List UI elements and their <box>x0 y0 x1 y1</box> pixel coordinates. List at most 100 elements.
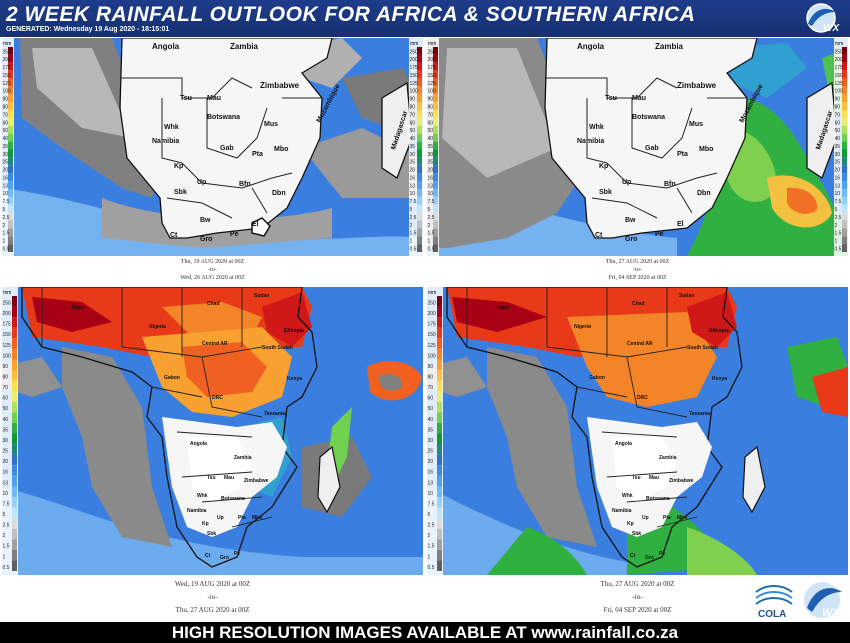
legend-swatch <box>8 117 13 126</box>
legend-level-label: 200 <box>3 57 12 63</box>
svg-text:Kenya: Kenya <box>712 376 727 382</box>
legend-swatch <box>433 181 438 189</box>
svg-text:Mau: Mau <box>224 475 234 481</box>
legend-swatch <box>437 317 442 328</box>
legend-swatch <box>842 78 847 87</box>
legend-swatch <box>8 133 13 142</box>
legend-level-label: 13 <box>3 183 9 189</box>
legend-swatch <box>433 196 438 205</box>
legend-swatch <box>437 486 442 497</box>
legend-swatch <box>417 157 422 166</box>
legend-swatch <box>8 110 13 118</box>
svg-text:Botswana: Botswana <box>646 496 670 502</box>
legend-level-label: 35 <box>410 144 416 150</box>
legend-swatch <box>437 348 442 360</box>
legend-level-label: 0.5 <box>410 246 417 252</box>
legend-swatch <box>842 117 847 126</box>
svg-text:Mau: Mau <box>207 95 221 102</box>
svg-text:Zimbabwe: Zimbabwe <box>669 478 694 484</box>
legend-swatch <box>8 54 13 63</box>
legend-swatch <box>437 539 442 550</box>
svg-text:Ethiopia: Ethiopia <box>709 328 729 334</box>
legend-swatch <box>417 117 422 126</box>
legend-swatch <box>433 244 438 252</box>
legend-unit: mm <box>835 41 843 47</box>
legend-swatch <box>437 306 442 318</box>
legend-level-label: 13 <box>428 480 434 486</box>
legend-level-label: 90 <box>835 97 841 103</box>
svg-text:Niger: Niger <box>72 305 85 311</box>
legend-swatch <box>433 133 438 142</box>
legend-level-label: 20 <box>3 459 9 465</box>
legend-level-label: 2.5 <box>410 215 417 221</box>
svg-text:Zambia: Zambia <box>230 42 259 51</box>
legend-swatch <box>8 188 13 197</box>
svg-text:Sbk: Sbk <box>632 531 641 537</box>
svg-text:COLA: COLA <box>758 609 786 620</box>
svg-text:Mbo: Mbo <box>677 515 687 521</box>
svg-text:Zimbabwe: Zimbabwe <box>260 81 300 90</box>
svg-text:Pe: Pe <box>230 231 239 238</box>
legend-swatch <box>437 465 442 476</box>
legend-swatch <box>417 165 422 174</box>
legend-level-label: 125 <box>428 81 437 87</box>
legend-swatch <box>8 141 13 150</box>
legend-level-label: 30 <box>835 152 841 158</box>
legend-swatch <box>417 86 422 95</box>
legend-swatch <box>433 110 438 118</box>
legend-level-label: 40 <box>428 417 434 423</box>
svg-text:Chad: Chad <box>632 301 645 307</box>
legend-level-label: 40 <box>428 136 434 142</box>
legend-swatch <box>437 560 442 571</box>
legend-swatch <box>842 236 847 245</box>
legend-level-label: 2.5 <box>428 523 435 529</box>
legend-swatch <box>417 78 422 87</box>
legend-unit: mm <box>3 41 11 47</box>
legend-level-label: 5 <box>3 512 6 518</box>
legend-swatch <box>437 518 442 529</box>
legend-level-label: 200 <box>428 57 437 63</box>
svg-text:Mbo: Mbo <box>252 515 262 521</box>
legend-swatch <box>433 94 438 103</box>
legend-swatch <box>842 212 847 221</box>
legend-level-label: 40 <box>835 136 841 142</box>
legend-level-label: 80 <box>835 105 841 111</box>
legend-level-label: 35 <box>3 427 9 433</box>
header-bar: 2 WEEK RAINFALL OUTLOOK FOR AFRICA & SOU… <box>0 0 850 37</box>
svg-text:Pta: Pta <box>663 515 671 521</box>
svg-text:Angola: Angola <box>615 441 632 447</box>
svg-text:WX: WX <box>823 23 840 34</box>
legend-swatch <box>842 47 847 55</box>
svg-text:Zambia: Zambia <box>655 42 684 51</box>
legend-level-label: 2 <box>3 533 6 539</box>
svg-text:Tsu: Tsu <box>605 95 617 102</box>
legend-level-label: 90 <box>428 364 434 370</box>
legend-swatch <box>437 454 442 466</box>
legend-level-label: 16 <box>3 175 9 181</box>
legend-level-label: 25 <box>3 160 9 166</box>
legend-swatch <box>12 296 17 307</box>
legend-level-label: 1.5 <box>3 231 10 237</box>
legend-level-label: 7.5 <box>3 199 10 205</box>
legend-level-label: 30 <box>428 152 434 158</box>
svg-text:Angola: Angola <box>190 441 207 447</box>
legend-swatch <box>842 173 847 182</box>
page-title: 2 WEEK RAINFALL OUTLOOK FOR AFRICA & SOU… <box>6 3 696 26</box>
legend-level-label: 90 <box>428 97 434 103</box>
svg-text:Bw: Bw <box>200 217 211 224</box>
legend-level-label: 125 <box>3 343 12 349</box>
legend-level-label: 16 <box>428 470 434 476</box>
rainfall-legend: mm25020017515012510090807060504035302520… <box>2 287 18 575</box>
legend-swatch <box>417 188 422 197</box>
legend-swatch <box>8 165 13 174</box>
legend-level-label: 50 <box>428 406 434 412</box>
legend-swatch <box>437 433 442 445</box>
legend-level-label: 20 <box>428 168 434 174</box>
legend-swatch <box>842 149 847 158</box>
legend-swatch <box>417 236 422 245</box>
svg-text:Sudan: Sudan <box>254 293 269 299</box>
legend-level-label: 13 <box>3 480 9 486</box>
legend-swatch <box>842 110 847 118</box>
legend-swatch <box>417 228 422 237</box>
svg-text:El: El <box>252 221 259 228</box>
